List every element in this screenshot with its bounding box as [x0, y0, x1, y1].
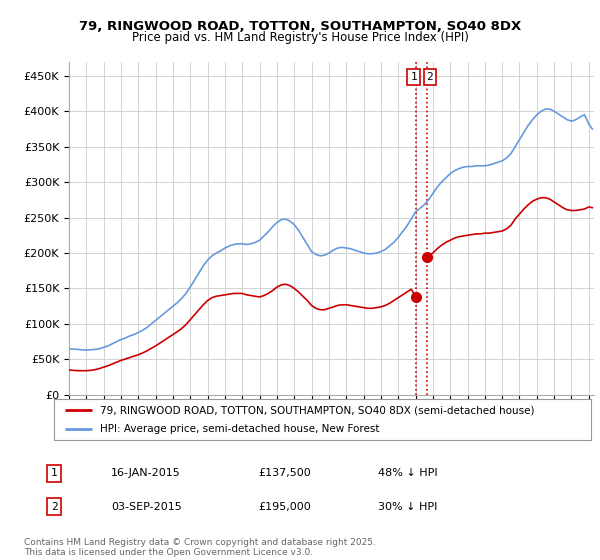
- Text: 2: 2: [427, 72, 433, 82]
- Text: 16-JAN-2015: 16-JAN-2015: [111, 468, 181, 478]
- Text: 1: 1: [50, 468, 58, 478]
- Text: Contains HM Land Registry data © Crown copyright and database right 2025.
This d: Contains HM Land Registry data © Crown c…: [24, 538, 376, 557]
- Text: Price paid vs. HM Land Registry's House Price Index (HPI): Price paid vs. HM Land Registry's House …: [131, 31, 469, 44]
- Text: 79, RINGWOOD ROAD, TOTTON, SOUTHAMPTON, SO40 8DX: 79, RINGWOOD ROAD, TOTTON, SOUTHAMPTON, …: [79, 20, 521, 32]
- Text: HPI: Average price, semi-detached house, New Forest: HPI: Average price, semi-detached house,…: [100, 424, 379, 433]
- Text: £195,000: £195,000: [258, 502, 311, 512]
- Text: £137,500: £137,500: [258, 468, 311, 478]
- Text: 2: 2: [50, 502, 58, 512]
- Text: 1: 1: [410, 72, 417, 82]
- Text: 03-SEP-2015: 03-SEP-2015: [111, 502, 182, 512]
- Text: 79, RINGWOOD ROAD, TOTTON, SOUTHAMPTON, SO40 8DX (semi-detached house): 79, RINGWOOD ROAD, TOTTON, SOUTHAMPTON, …: [100, 405, 534, 415]
- Text: 30% ↓ HPI: 30% ↓ HPI: [378, 502, 437, 512]
- Text: 48% ↓ HPI: 48% ↓ HPI: [378, 468, 437, 478]
